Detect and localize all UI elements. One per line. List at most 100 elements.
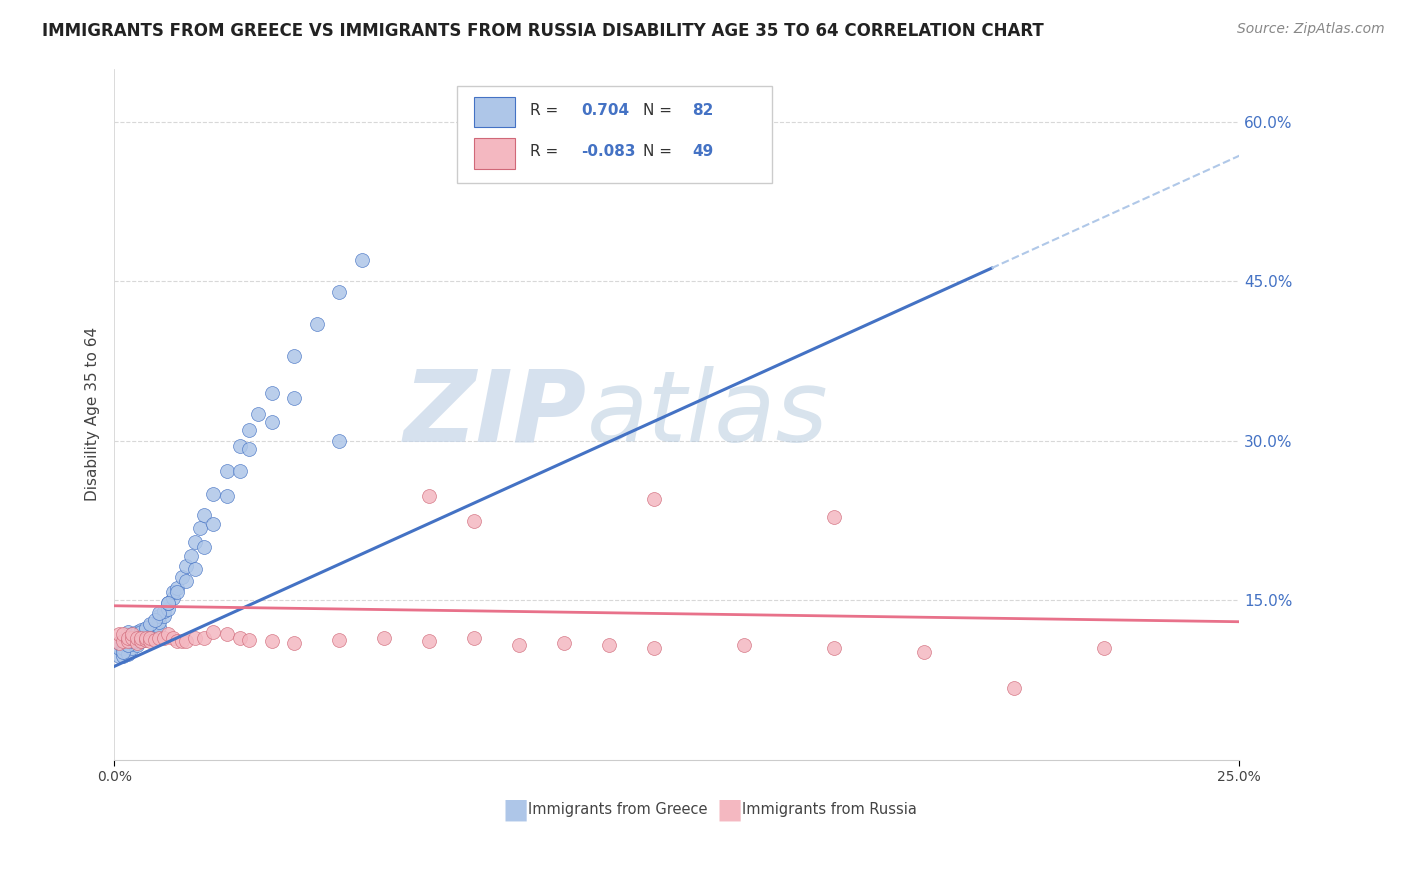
Point xyxy=(152,609,174,624)
Point xyxy=(112,644,135,658)
Point xyxy=(139,627,162,641)
Point xyxy=(129,624,152,638)
Point xyxy=(121,627,143,641)
Point xyxy=(125,627,148,641)
Point xyxy=(143,616,166,631)
Point xyxy=(643,146,665,161)
Point xyxy=(1002,681,1025,695)
Text: R =: R = xyxy=(530,103,558,118)
Point xyxy=(157,627,180,641)
Text: atlas: atlas xyxy=(586,366,828,463)
Point xyxy=(125,631,148,645)
Point xyxy=(283,392,305,406)
Point xyxy=(1092,641,1115,656)
Point xyxy=(912,644,935,658)
Point xyxy=(157,602,180,616)
Point xyxy=(229,439,252,453)
Point xyxy=(823,510,845,524)
Point xyxy=(180,549,202,563)
Point xyxy=(170,570,193,584)
Point xyxy=(162,631,184,645)
Point xyxy=(148,609,170,624)
Point xyxy=(283,349,305,363)
Point xyxy=(328,632,350,647)
Point xyxy=(463,631,485,645)
Text: N =: N = xyxy=(643,103,672,118)
Point xyxy=(162,591,184,606)
Text: -0.083: -0.083 xyxy=(581,144,636,159)
Point xyxy=(184,535,207,549)
Text: IMMIGRANTS FROM GREECE VS IMMIGRANTS FROM RUSSIA DISABILITY AGE 35 TO 64 CORRELA: IMMIGRANTS FROM GREECE VS IMMIGRANTS FRO… xyxy=(42,22,1043,40)
Point xyxy=(135,624,157,638)
Point xyxy=(418,633,440,648)
Point xyxy=(229,464,252,478)
Point xyxy=(184,631,207,645)
Point xyxy=(135,631,157,645)
Point xyxy=(121,636,143,650)
Point xyxy=(148,615,170,629)
Point xyxy=(184,561,207,575)
Text: 82: 82 xyxy=(692,103,714,118)
Point xyxy=(135,631,157,645)
Point xyxy=(823,641,845,656)
Point xyxy=(238,423,260,437)
Text: ■: ■ xyxy=(716,796,742,824)
Point xyxy=(121,631,143,645)
Point xyxy=(139,624,162,638)
Point xyxy=(107,636,129,650)
Point xyxy=(129,627,152,641)
Point xyxy=(139,633,162,648)
Text: R =: R = xyxy=(530,144,558,159)
Point xyxy=(157,596,180,610)
Point xyxy=(125,631,148,645)
Point xyxy=(202,625,225,640)
Point xyxy=(148,631,170,645)
Point xyxy=(260,633,283,648)
Point xyxy=(129,631,152,645)
Point xyxy=(129,633,152,648)
Point xyxy=(260,386,283,401)
Point xyxy=(117,633,139,648)
Point xyxy=(125,638,148,652)
Point xyxy=(247,407,270,421)
Point xyxy=(125,630,148,644)
Point xyxy=(193,631,215,645)
Point xyxy=(125,625,148,640)
Point xyxy=(117,638,139,652)
Point xyxy=(135,627,157,641)
Point xyxy=(202,516,225,531)
Point xyxy=(305,317,328,331)
Point xyxy=(135,621,157,635)
Point xyxy=(117,647,139,661)
Text: Immigrants from Russia: Immigrants from Russia xyxy=(742,802,917,817)
Point xyxy=(328,285,350,299)
Point xyxy=(139,616,162,631)
Point xyxy=(107,641,129,656)
Point xyxy=(215,489,238,503)
Point xyxy=(121,631,143,645)
Point xyxy=(107,636,129,650)
Point xyxy=(202,487,225,501)
Text: Source: ZipAtlas.com: Source: ZipAtlas.com xyxy=(1237,22,1385,37)
Point xyxy=(107,648,129,663)
Point xyxy=(143,625,166,640)
Point xyxy=(117,638,139,652)
Point xyxy=(166,633,188,648)
Point xyxy=(193,508,215,523)
Point xyxy=(125,633,148,648)
Text: N =: N = xyxy=(643,144,672,159)
Point xyxy=(174,559,197,574)
Point xyxy=(148,606,170,620)
Point xyxy=(166,581,188,595)
Point xyxy=(112,633,135,648)
Point xyxy=(162,585,184,599)
Point xyxy=(643,492,665,507)
Y-axis label: Disability Age 35 to 64: Disability Age 35 to 64 xyxy=(86,327,100,501)
Point xyxy=(152,604,174,618)
Point xyxy=(193,541,215,555)
Point xyxy=(215,464,238,478)
Text: 49: 49 xyxy=(692,144,714,159)
Point xyxy=(508,638,530,652)
Point xyxy=(125,636,148,650)
Point xyxy=(121,627,143,641)
